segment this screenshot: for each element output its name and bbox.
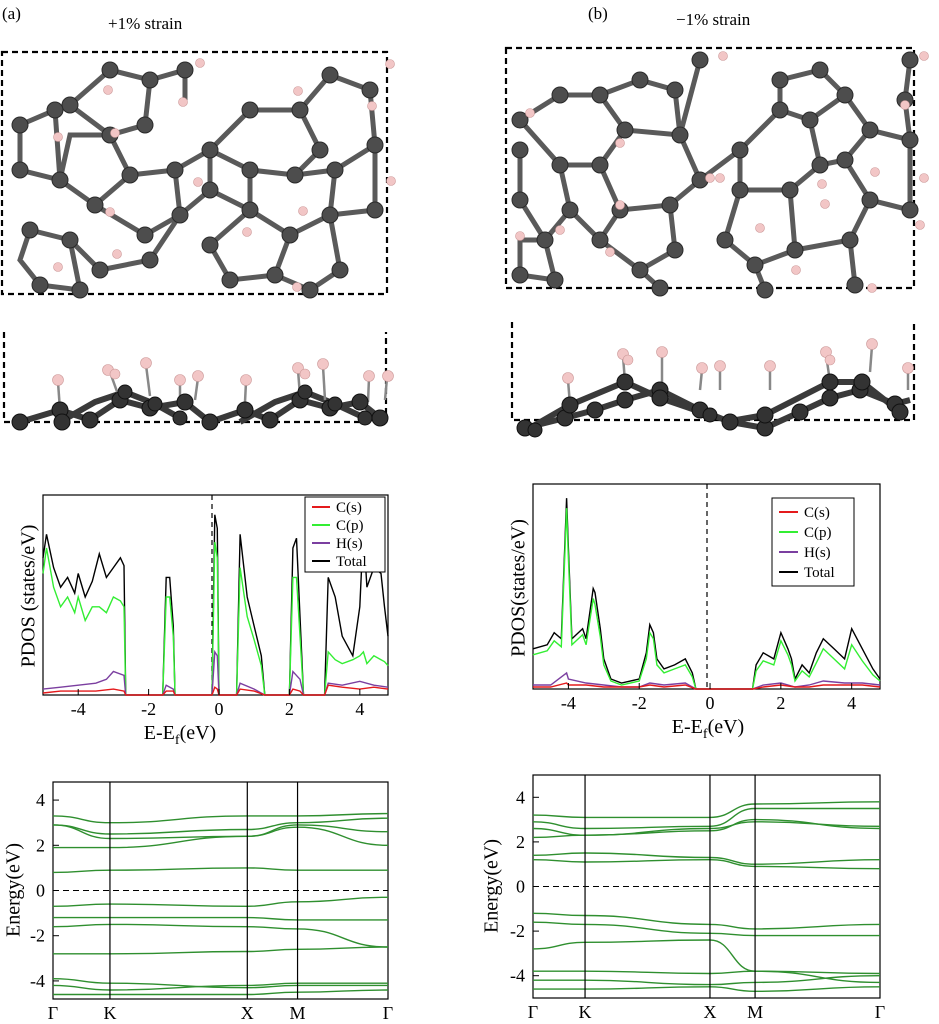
y-tick-label: -4 (510, 966, 525, 986)
pdos-b-xlabel: E-Ef(eV) (671, 716, 745, 742)
panel-b-title: −1% strain (676, 10, 751, 29)
pdos-b-chart: -4 -2 0 2 4 C(s) C(p) H(s) Total (532, 483, 881, 713)
pdos-a-legend: C(s) C(p) H(s) Total (304, 496, 386, 573)
x-tick-label: 2 (776, 693, 785, 713)
x-tick-label: 0 (706, 693, 715, 713)
kpoint-label: X (703, 1002, 716, 1022)
band-band11 (52, 982, 388, 991)
band-band6 (52, 896, 389, 908)
y-tick-label: 0 (36, 881, 45, 901)
band-band7 (53, 916, 388, 921)
pdos-a-xlabel: E-Ef(eV) (143, 722, 217, 748)
kpoint-label: Γ (48, 1003, 58, 1023)
band-band2 (52, 817, 389, 835)
legend-cp: C(p) (336, 518, 364, 534)
carbon-atoms (11, 61, 384, 299)
bands-b-chart: 4 2 0 -2 -4 Γ K X M Γ (510, 774, 885, 1022)
band-band5 (52, 867, 388, 874)
x-tick-label: -4 (71, 699, 86, 719)
kpoint-label: Γ (875, 1002, 885, 1022)
pdos-a-chart: -4 -2 0 2 4 C(s) C(p) H(s) Total (42, 494, 389, 719)
legend-hs: H(s) (336, 536, 363, 552)
supercell-box-side (2, 332, 388, 424)
supercell-box (504, 46, 916, 290)
structure-b-side-view (510, 322, 916, 438)
legend-hs: H(s) (804, 545, 831, 561)
pdos-series-total (532, 498, 881, 690)
x-tick-label: -4 (561, 693, 576, 713)
pdos-series-cs (533, 682, 881, 690)
panel-b-label: (b) (588, 4, 608, 23)
y-tick-label: -2 (30, 926, 45, 946)
y-tick-label: 4 (36, 790, 45, 810)
pdos-series-cp (532, 508, 881, 690)
x-tick-label: -2 (632, 693, 647, 713)
kpoint-label: Γ (383, 1003, 393, 1023)
kpoint-label: K (103, 1003, 116, 1023)
panel-a-title: +1% strain (108, 14, 183, 33)
band-band1 (52, 812, 389, 824)
structure-a-top-view (0, 50, 396, 299)
x-tick-label: 0 (215, 699, 224, 719)
x-tick-label: 4 (355, 699, 364, 719)
x-tick-label: 4 (847, 693, 856, 713)
y-tick-label: 4 (516, 787, 525, 807)
hydrogen-atoms (53, 58, 396, 292)
legend-total: Total (804, 565, 835, 581)
bands-a-chart: 4 2 0 -2 -4 Γ K X M Γ (30, 781, 393, 1023)
band-band12 (53, 989, 389, 996)
y-tick-label: 2 (516, 832, 525, 852)
structure-b-top-view (504, 46, 929, 299)
panel-a-label: (a) (2, 4, 21, 23)
pdos-series-hs (533, 671, 881, 690)
pdos-series-cs (42, 684, 389, 696)
kpoint-label: Γ (528, 1002, 538, 1022)
y-tick-label: 2 (36, 835, 45, 855)
kpoint-label: X (241, 1003, 254, 1023)
kpoint-label: M (290, 1003, 306, 1023)
y-tick-label: 0 (516, 877, 525, 897)
band-band8 (52, 923, 389, 948)
legend-total: Total (336, 554, 367, 570)
legend-cp: C(p) (804, 525, 832, 541)
pdos-b-legend: C(s) C(p) H(s) Total (771, 497, 855, 587)
x-tick-label: -2 (141, 699, 156, 719)
x-tick-label: 2 (285, 699, 294, 719)
y-tick-label: -4 (30, 971, 45, 991)
kpoint-label: M (747, 1002, 763, 1022)
y-tick-label: -2 (510, 921, 525, 941)
pdos-a-frame (42, 494, 389, 696)
legend-cs: C(s) (804, 505, 830, 521)
legend-cs: C(s) (336, 500, 362, 516)
supercell-box (0, 50, 389, 296)
band-band9 (53, 946, 389, 955)
kpoint-label: K (579, 1002, 592, 1022)
structure-a-side-view (2, 332, 394, 431)
